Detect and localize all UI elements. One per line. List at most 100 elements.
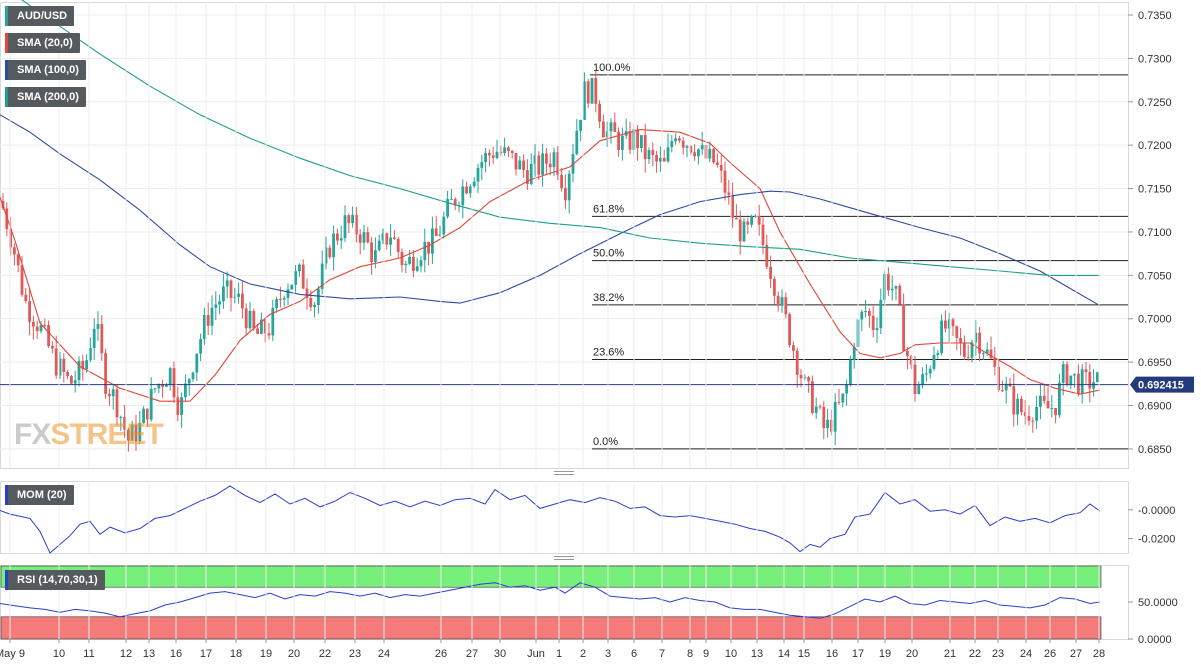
candle-body	[826, 419, 829, 429]
candle-body	[54, 348, 58, 376]
x-tick-label: 13	[143, 648, 155, 660]
candle-body	[700, 145, 704, 150]
candle-body	[248, 310, 252, 329]
candle-body	[153, 388, 157, 390]
candle-body	[393, 237, 396, 239]
x-tick-label: 20	[906, 648, 918, 660]
candle-body	[890, 288, 894, 291]
candle-body	[727, 192, 731, 195]
y-tick-label: -0.0200	[1138, 534, 1175, 546]
candle-body	[1046, 400, 1050, 409]
candle-body	[374, 250, 377, 263]
candle-body	[940, 320, 943, 354]
momentum-panel: -0.0000 -0.0200	[0, 481, 1175, 554]
candle-body	[73, 380, 77, 384]
candle-body	[655, 154, 658, 162]
candle-body	[77, 360, 81, 381]
candle-body	[92, 328, 96, 349]
candle-body	[609, 122, 613, 132]
candle-body	[81, 360, 85, 370]
candle-body	[423, 241, 427, 261]
candle-body	[434, 228, 438, 236]
candle-body	[788, 314, 791, 346]
candle-body	[115, 389, 119, 418]
candle-body	[396, 238, 400, 252]
candle-body	[465, 186, 468, 194]
y-tick-label: 0.6900	[1138, 401, 1172, 413]
candle-body	[651, 150, 655, 155]
candle-body	[928, 368, 932, 374]
x-tick-label: 27	[1070, 648, 1082, 660]
candle-body	[678, 138, 681, 141]
candle-body	[1088, 372, 1092, 389]
candle-body	[997, 366, 1000, 391]
candle-body	[1035, 406, 1038, 421]
candle-body	[484, 152, 487, 163]
candle-body	[693, 152, 696, 157]
candle-body	[526, 170, 529, 184]
candle-body	[1023, 412, 1027, 417]
candle-body	[286, 289, 290, 298]
candle-body	[932, 355, 936, 369]
candle-body	[837, 401, 841, 403]
candle-body	[358, 234, 362, 243]
candle-body	[666, 147, 670, 162]
candle-body	[556, 152, 560, 175]
candle-body	[271, 307, 275, 336]
candle-body	[978, 332, 981, 354]
candle-body	[1054, 408, 1057, 416]
candle-body	[355, 214, 358, 235]
candle-body	[864, 310, 867, 312]
x-tick-label: 2	[580, 648, 586, 660]
candle-body	[548, 163, 552, 168]
candle-body	[282, 297, 286, 300]
candle-body	[290, 284, 294, 290]
candle-body	[1001, 390, 1004, 392]
candle-body	[662, 157, 666, 162]
legend-sma100-text: SMA (100,0)	[17, 64, 79, 76]
candle-body	[199, 338, 202, 354]
candle-body	[370, 242, 373, 263]
legend-mom: MOM (20)	[5, 485, 74, 505]
candle-body	[108, 393, 111, 397]
x-tick-label: 16	[170, 648, 182, 660]
candle-body	[689, 146, 693, 153]
main-frame	[0, 2, 1129, 469]
candle-body	[989, 349, 993, 359]
candle-body	[1096, 372, 1099, 383]
candle-body	[583, 81, 586, 120]
candle-body	[917, 385, 921, 395]
candle-body	[161, 384, 164, 387]
candle-body	[408, 256, 411, 264]
candle-body	[818, 406, 822, 408]
candle-body	[925, 373, 928, 375]
candle-body	[602, 121, 605, 138]
candle-body	[419, 260, 423, 267]
candle-body	[514, 152, 518, 170]
candle-body	[792, 345, 795, 351]
candle-body	[104, 353, 107, 394]
candle-body	[723, 170, 727, 193]
candle-body	[579, 119, 582, 131]
candle-body	[195, 353, 199, 373]
candle-body	[510, 150, 514, 153]
candle-body	[849, 359, 852, 385]
x-tick-label: 22	[319, 648, 331, 660]
fib-level-label: 100.0%	[593, 62, 631, 74]
y-tick-label: 0.7250	[1138, 97, 1172, 109]
candle-body	[476, 167, 480, 182]
candle-body	[894, 285, 898, 289]
candle-body	[681, 140, 685, 148]
candle-body	[503, 147, 506, 153]
candle-body	[168, 368, 172, 386]
candle-body	[320, 263, 324, 289]
candle-body	[244, 308, 248, 329]
candle-body	[1092, 382, 1095, 389]
candle-body	[963, 342, 966, 357]
x-tick-label: 15	[798, 648, 810, 660]
candle-body	[613, 122, 617, 132]
candle-body	[252, 310, 256, 329]
candle-body	[111, 389, 115, 397]
candle-body	[537, 155, 541, 175]
candle-body	[643, 135, 647, 160]
